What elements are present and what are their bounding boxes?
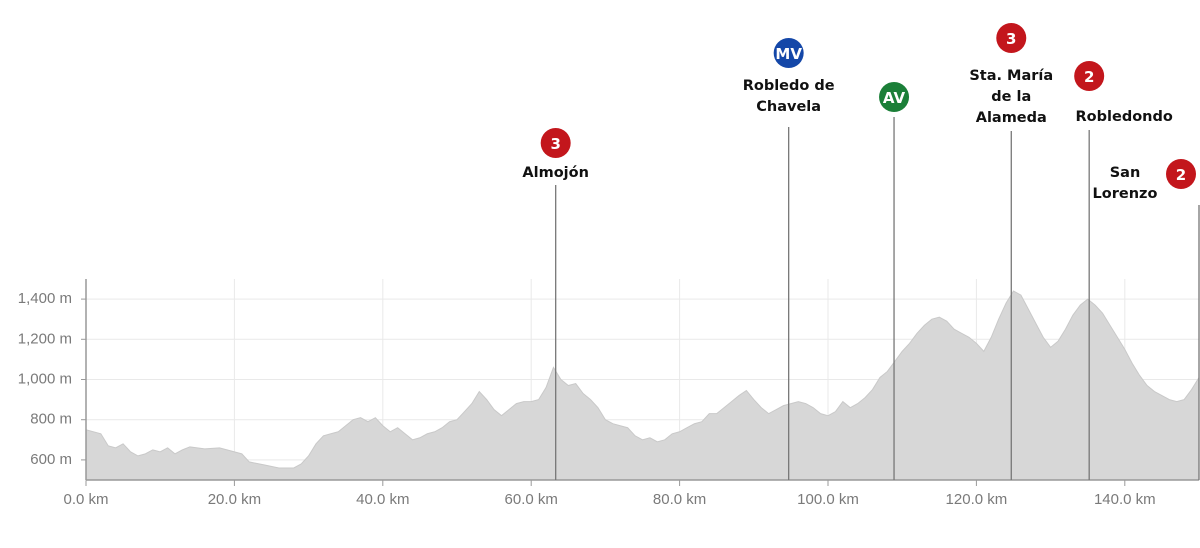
marker-label: Chavela <box>756 99 821 115</box>
badge-text: AV <box>883 89 906 107</box>
marker-badge: MV <box>773 38 804 68</box>
marker-badge: 3 <box>996 23 1027 53</box>
marker-badge: 2 <box>1166 159 1196 189</box>
y-tick-label: 600 m <box>30 451 72 468</box>
x-tick-label: 120.0 km <box>946 491 1008 508</box>
marker-badge: AV <box>879 82 910 112</box>
marker-label: Sta. María <box>969 68 1053 84</box>
badge-circle <box>996 23 1027 53</box>
marker-label: Lorenzo <box>1093 186 1158 202</box>
marker-label: Almojón <box>522 165 589 181</box>
x-tick-label: 0.0 km <box>63 491 108 508</box>
elevation-area <box>85 290 1200 481</box>
badge-circle <box>540 128 571 158</box>
badge-circle <box>879 82 910 112</box>
marker-label: Alameda <box>976 110 1047 126</box>
y-tick-label: 1,000 m <box>18 370 72 387</box>
y-tick-label: 1,200 m <box>18 330 72 347</box>
x-tick-label: 20.0 km <box>208 491 261 508</box>
marker-label: Robledo de <box>743 78 835 94</box>
badge-text: 3 <box>1006 30 1016 48</box>
badge-circle <box>1166 159 1196 189</box>
x-tick-label: 80.0 km <box>653 491 706 508</box>
x-tick-label: 60.0 km <box>505 491 558 508</box>
badge-text: MV <box>775 45 802 63</box>
badge-circle <box>773 38 804 68</box>
marker-label: San <box>1110 165 1141 181</box>
marker-label: de la <box>991 89 1031 105</box>
badge-circle <box>1074 61 1105 91</box>
x-tick-label: 140.0 km <box>1094 491 1156 508</box>
x-tick-label: 100.0 km <box>797 491 859 508</box>
x-tick-label: 40.0 km <box>356 491 409 508</box>
badge-text: 3 <box>550 135 560 153</box>
y-tick-label: 1,400 m <box>18 290 72 307</box>
badge-text: 2 <box>1084 68 1094 86</box>
y-tick-label: 800 m <box>30 411 72 428</box>
badge-text: 2 <box>1176 166 1186 184</box>
marker-badge: 2 <box>1074 61 1105 91</box>
marker-label: Robledondo <box>1076 109 1173 125</box>
marker-badge: 3 <box>540 128 571 158</box>
